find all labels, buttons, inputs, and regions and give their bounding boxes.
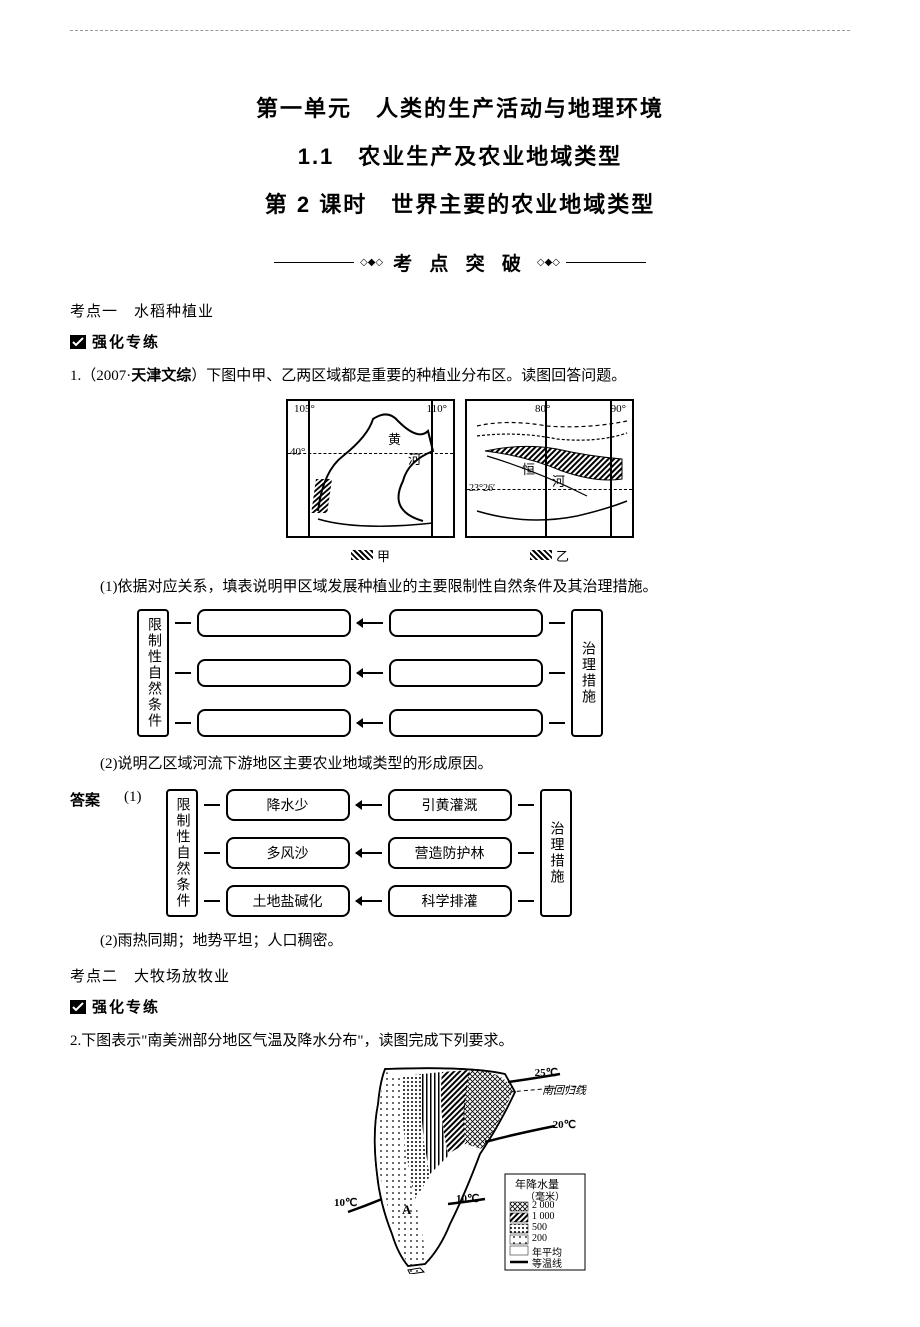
diagram-filled-right-label: 治理措施 [540,789,572,917]
map-yi-legend-label: 乙 [556,549,569,564]
diagram-filled-left-label: 限制性自然条件 [166,789,198,917]
check-icon [70,1000,86,1014]
sa-level-1: 1 000 [532,1211,555,1222]
hatch-icon [351,550,373,560]
diagram-blank-left-label: 限制性自然条件 [137,609,169,737]
map-yi-shape [467,401,632,536]
question-2-stem: 2.下图表示"南美洲部分地区气温及降水分布"，读图完成下列要求。 [70,1027,850,1056]
map-jia: 105° 110° 40° 黄 河 [286,399,455,538]
question-1-sub2: (2)说明乙区域河流下游地区主要农业地域类型的形成原因。 [70,750,850,779]
map-yi-legend: 乙 [465,546,634,565]
hatch-icon [530,550,552,560]
divider-deco-left: ◇◆◇ [360,257,383,268]
sa-level-0: 2 000 [532,1200,555,1211]
section-divider: ◇◆◇ 考 点 突 破 ◇◆◇ [70,249,850,276]
practice-header-1: 强化专练 [70,331,850,352]
answer-2-text: (2)雨热同期；地势平坦；人口稠密。 [70,927,850,956]
top-dashed-line [70,30,850,31]
diagram-filled: 限制性自然条件 降水少 引黄灌溉 多风沙 营造防护林 土地盐碱化 科学排灌 治理措施 [166,789,752,917]
blank-cell [389,659,543,687]
filled-right-0: 引黄灌溉 [388,789,512,821]
map-jia-legend-label: 甲 [377,549,390,564]
sa-map: A 25℃ 南回归线 20℃ 10℃ 10℃ 年降水量 （毫米） 2 [330,1064,590,1274]
blank-cell [197,709,351,737]
map-jia-river-label2: 河 [408,449,421,468]
sa-point-a: A [402,1202,412,1217]
q1-prefix: 1.（2007· [70,368,131,384]
map-jia-river [288,401,453,536]
topic-1-title: 考点一 水稻种植业 [70,300,850,321]
q1-source: 天津文综 [131,367,191,384]
sa-tropic: 南回归线 [542,1082,586,1098]
sa-iso25: 25℃ [535,1066,558,1079]
practice-label-2: 强化专练 [92,996,160,1017]
sa-iso20: 20℃ [553,1118,576,1131]
divider-deco-right: ◇◆◇ [537,257,560,268]
map-yi-river-label1: 恒 [522,459,535,478]
document-page: 第一单元 人类的生产活动与地理环境 1.1 农业生产及农业地域类型 第 2 课时… [0,0,920,1327]
divider-line-left [274,262,354,263]
blank-cell [389,709,543,737]
sa-level-2: 500 [532,1222,547,1233]
filled-right-2: 科学排灌 [388,885,512,917]
q1-suffix: ）下图中甲、乙两区域都是重要的种植业分布区。读图回答问题。 [191,368,626,384]
answer-label: 答案 [70,789,100,810]
maps-figure: 105° 110° 40° 黄 河 [70,399,850,565]
map-yi-river-label2: 河 [552,471,565,490]
question-1-stem: 1.（2007·天津文综）下图中甲、乙两区域都是重要的种植业分布区。读图回答问题… [70,362,850,391]
divider-line-right [566,262,646,263]
answer-1-num: (1) [124,789,142,806]
check-icon [70,335,86,349]
map-jia-river-label1: 黄 [388,429,401,448]
map-yi: 80° 90° 23°26′ 恒 河 [465,399,634,538]
unit-title: 第一单元 人类的生产活动与地理环境 [70,91,850,123]
filled-left-2: 土地盐碱化 [226,885,350,917]
diagram-blank: 限制性自然条件 治理措施 [70,609,850,742]
sa-legend-iso: 等温线 [532,1255,562,1270]
map-jia-legend: 甲 [286,546,455,565]
blank-cell [197,609,351,637]
sa-iso10r: 10℃ [456,1192,479,1205]
answer-1-row: 答案 (1) 限制性自然条件 降水少 引黄灌溉 多风沙 营造防护林 土地盐碱化 科学排… [70,789,850,917]
sa-map-figure: A 25℃ 南回归线 20℃ 10℃ 10℃ 年降水量 （毫米） 2 [70,1064,850,1279]
diagram-blank-right-label: 治理措施 [571,609,603,737]
practice-label-1: 强化专练 [92,331,160,352]
filled-left-0: 降水少 [226,789,350,821]
filled-right-1: 营造防护林 [388,837,512,869]
blank-cell [389,609,543,637]
divider-label: 考 点 突 破 [393,249,527,276]
lesson-title: 第 2 课时 世界主要的农业地域类型 [70,187,850,219]
chapter-title: 1.1 农业生产及农业地域类型 [70,139,850,171]
topic-2-title: 考点二 大牧场放牧业 [70,965,850,986]
question-1-sub1: (1)依据对应关系，填表说明甲区域发展种植业的主要限制性自然条件及其治理措施。 [70,573,850,602]
practice-header-2: 强化专练 [70,996,850,1017]
filled-left-1: 多风沙 [226,837,350,869]
sa-level-3: 200 [532,1233,547,1244]
sa-iso10l: 10℃ [334,1196,357,1209]
blank-cell [197,659,351,687]
